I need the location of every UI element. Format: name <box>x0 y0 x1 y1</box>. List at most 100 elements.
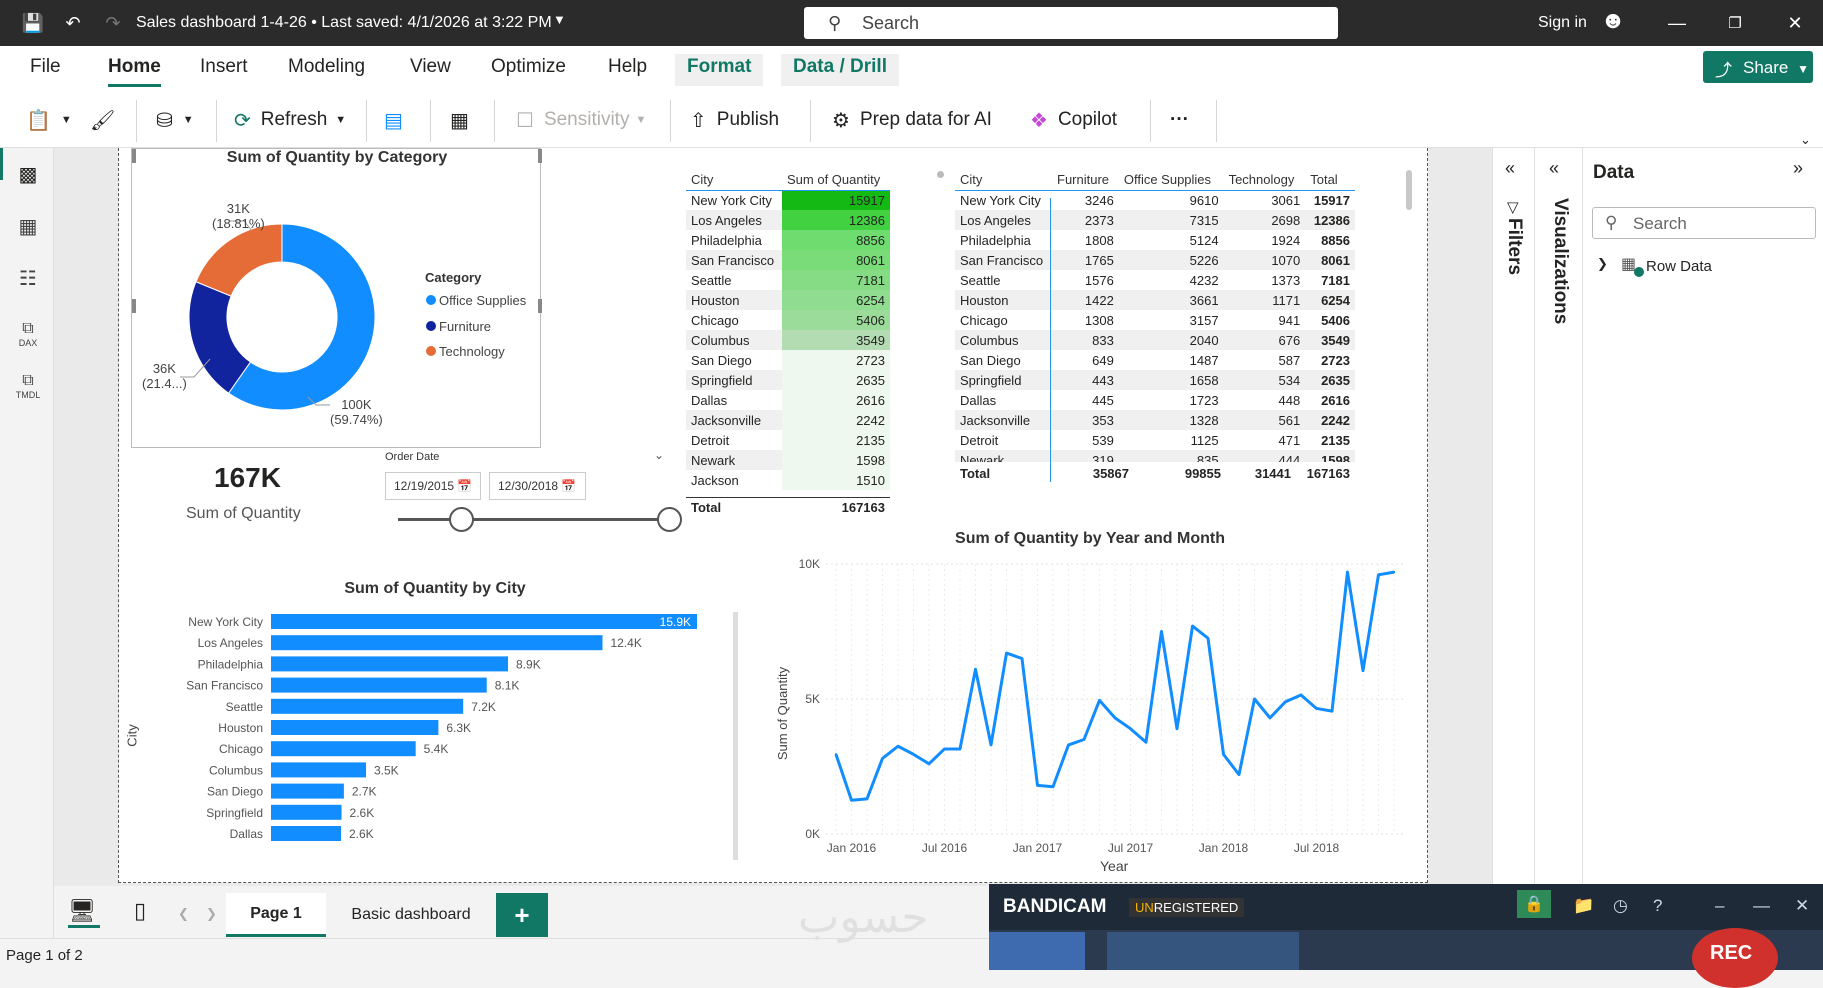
bandicam-close-icon[interactable]: ✕ <box>1795 896 1810 915</box>
record-button[interactable]: REC <box>1692 928 1778 988</box>
table-row[interactable]: San Francisco 8061 <box>686 250 890 270</box>
search-input[interactable]: ⚲ Search <box>804 7 1338 39</box>
matrix-visual[interactable]: City Furniture Office Supplies Technolog… <box>955 170 1355 462</box>
refresh-button[interactable]: ⟳ Refresh ▼ <box>234 106 346 134</box>
donut-visual[interactable]: Sum of Quantity by Category Category Off… <box>131 148 542 448</box>
table-row[interactable]: Philadelphia 8856 <box>686 230 890 250</box>
screen-mode-button[interactable] <box>989 932 1085 970</box>
tab-format[interactable]: Format <box>675 54 764 86</box>
previous-page-icon[interactable]: ❮ <box>178 906 189 921</box>
matrix-row[interactable]: Springfield 443 1658 534 2635 <box>955 370 1355 390</box>
bar-chart-visual[interactable]: Sum of Quantity by City City New York Ci… <box>125 576 745 860</box>
slicer-chevron-icon[interactable]: ⌄ <box>654 448 665 462</box>
table-row[interactable]: Seattle 7181 <box>686 270 890 290</box>
clock-icon[interactable]: ◷ <box>1613 896 1628 915</box>
matrix-row[interactable]: Chicago 1308 3157 941 5406 <box>955 310 1355 330</box>
undo-icon[interactable]: ↶ <box>65 12 81 33</box>
expand-chevron-icon[interactable]: ❯ <box>1597 256 1608 271</box>
matrix-row[interactable]: Jacksonville 353 1328 561 2242 <box>955 410 1355 430</box>
line-chart-visual[interactable]: Sum of Quantity by Year and Month Sum of… <box>770 528 1410 880</box>
bandicam-recorder-overlay[interactable]: BANDICAM UNREGISTERED 🔒 📁 ◷ ? – — ✕ REC <box>989 884 1823 988</box>
restore-icon[interactable]: ❐ <box>1728 15 1742 32</box>
game-mode-button[interactable] <box>1203 932 1299 970</box>
tmdl-view-icon[interactable]: ⧉ TMDL <box>14 372 42 400</box>
redo-icon[interactable]: ↷ <box>105 12 121 33</box>
calculation-button[interactable]: ▦ <box>450 106 479 134</box>
page-tab-basic-dashboard[interactable]: Basic dashboard <box>330 893 492 937</box>
more-options-button[interactable]: ··· <box>1170 109 1189 130</box>
mobile-layout-icon[interactable]: ▯ <box>134 898 147 923</box>
new-visual-button[interactable]: ▤ <box>384 106 413 134</box>
account-icon[interactable]: ☻ <box>1600 7 1626 34</box>
device-mode-button[interactable] <box>1107 932 1203 970</box>
tab-help[interactable]: Help <box>608 56 648 77</box>
collapse-ribbon-icon[interactable]: ⌄ <box>1800 132 1811 147</box>
table-row[interactable]: Chicago 5406 <box>686 310 890 330</box>
table-row[interactable]: New York City 15917 <box>686 190 890 210</box>
matrix-header-city[interactable]: City <box>955 170 1052 191</box>
table-row[interactable]: Springfield 2635 <box>686 370 890 390</box>
page-tab-page-1[interactable]: Page 1 <box>226 893 326 937</box>
bar-chart-scrollbar[interactable] <box>733 612 738 860</box>
slider-handle-start[interactable] <box>449 507 474 532</box>
document-title[interactable]: Sales dashboard 1-4-26 • Last saved: 4/1… <box>136 14 552 31</box>
folder-icon[interactable]: 📁 <box>1573 896 1595 915</box>
table-row[interactable]: Houston 6254 <box>686 290 890 310</box>
model-view-icon[interactable]: ☷ <box>19 268 37 290</box>
publish-button[interactable]: ⇧ Publish <box>690 106 779 134</box>
matrix-header-furniture[interactable]: Furniture <box>1052 170 1119 191</box>
filters-label[interactable]: Filters <box>1504 218 1525 276</box>
desktop-layout-icon[interactable]: 🖥 <box>68 898 96 923</box>
table-row[interactable]: Newark 1598 <box>686 450 890 470</box>
column-header-quantity[interactable]: Sum of Quantity <box>782 170 890 191</box>
visualizations-pane[interactable]: « Visualizations <box>1534 148 1582 938</box>
bandicam-minimize-icon[interactable]: – <box>1715 896 1725 915</box>
collapse-data-pane-icon[interactable]: » <box>1793 158 1804 178</box>
matrix-row[interactable]: New York City 3246 9610 3061 15917 <box>955 190 1355 210</box>
table-row[interactable]: Jackson 1510 <box>686 470 890 490</box>
matrix-header-office-supplies[interactable]: Office Supplies <box>1118 170 1224 191</box>
get-data-button[interactable]: ⛁ ▼ <box>156 106 194 134</box>
matrix-row[interactable]: Dallas 445 1723 448 2616 <box>955 390 1355 410</box>
close-icon[interactable]: ✕ <box>1787 12 1803 33</box>
collapse-visualizations-icon[interactable]: « <box>1549 158 1560 178</box>
filters-pane[interactable]: « ▽ Filters <box>1492 148 1534 938</box>
lock-icon[interactable]: 🔒 <box>1517 890 1551 918</box>
tab-modeling[interactable]: Modeling <box>288 56 366 77</box>
end-date-input[interactable]: 12/30/2018 📅 <box>489 472 586 500</box>
help-icon[interactable]: ? <box>1653 896 1663 915</box>
column-header-city[interactable]: City <box>686 170 782 191</box>
paste-button[interactable]: 📋 ▼ <box>26 106 72 134</box>
next-page-icon[interactable]: ❯ <box>206 906 217 921</box>
bandicam-collapse-icon[interactable]: — <box>1753 896 1770 915</box>
matrix-row[interactable]: Seattle 1576 4232 1373 7181 <box>955 270 1355 290</box>
add-page-button[interactable]: + <box>496 893 548 937</box>
matrix-header-total[interactable]: Total <box>1305 170 1355 191</box>
tab-data-drill[interactable]: Data / Drill <box>781 54 899 86</box>
city-quantity-table[interactable]: City Sum of Quantity New York City 15917 L… <box>686 170 890 490</box>
start-date-input[interactable]: 12/19/2015 📅 <box>385 472 481 500</box>
table-view-icon[interactable]: ▦ <box>18 216 38 238</box>
minimize-icon[interactable]: — <box>1668 12 1686 33</box>
table-row[interactable]: San Diego 2723 <box>686 350 890 370</box>
table-row-data[interactable]: Row Data <box>1646 258 1712 275</box>
matrix-scrollbar[interactable] <box>1406 170 1412 210</box>
matrix-header-technology[interactable]: Technology <box>1223 170 1306 191</box>
slider-handle-end[interactable] <box>657 507 682 532</box>
title-caret-icon[interactable]: ▼ <box>553 12 566 27</box>
matrix-row[interactable]: Newark 319 835 444 1598 <box>955 450 1355 462</box>
tab-insert[interactable]: Insert <box>200 56 248 77</box>
matrix-row[interactable]: Philadelphia 1808 5124 1924 8856 <box>955 230 1355 250</box>
tab-home[interactable]: Home <box>108 56 161 87</box>
table-row[interactable]: Los Angeles 12386 <box>686 210 890 230</box>
format-painter-button[interactable]: 🖌 <box>90 106 125 134</box>
sensitivity-button[interactable]: ☐ Sensitivity ▼ <box>516 106 646 134</box>
tab-optimize[interactable]: Optimize <box>491 56 566 77</box>
dax-query-view-icon[interactable]: ⧉ DAX <box>14 320 42 348</box>
share-button[interactable]: ⤴ Share ▼ <box>1703 51 1813 83</box>
matrix-row[interactable]: San Diego 649 1487 587 2723 <box>955 350 1355 370</box>
matrix-row[interactable]: Detroit 539 1125 471 2135 <box>955 430 1355 450</box>
tab-file[interactable]: File <box>30 56 61 77</box>
matrix-row[interactable]: San Francisco 1765 5226 1070 8061 <box>955 250 1355 270</box>
sign-in-link[interactable]: Sign in <box>1538 14 1587 31</box>
